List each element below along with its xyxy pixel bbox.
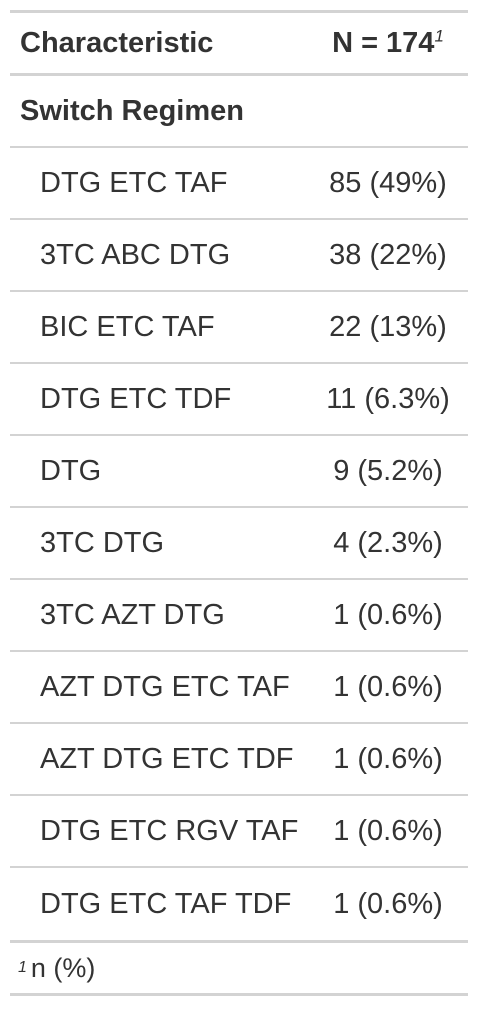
row-value: 1 (0.6%) [333, 887, 443, 920]
table-row: 3TC AZT DTG 1 (0.6%) [10, 580, 468, 652]
row-value: 1 (0.6%) [333, 670, 443, 703]
row-value: 38 (22%) [329, 238, 447, 271]
footnote-text: n (%) [30, 952, 96, 983]
table-row: DTG ETC RGV TAF 1 (0.6%) [10, 796, 468, 868]
table-row: DTG ETC TAF 85 (49%) [10, 148, 468, 220]
column-header-characteristic: Characteristic [20, 26, 214, 59]
table-row: BIC ETC TAF 22 (13%) [10, 292, 468, 364]
table-row: AZT DTG ETC TDF 1 (0.6%) [10, 724, 468, 796]
row-label: AZT DTG ETC TAF [40, 670, 290, 703]
row-value: 85 (49%) [329, 166, 447, 199]
row-value: 1 (0.6%) [333, 814, 443, 847]
table-row: DTG ETC TDF 11 (6.3%) [10, 364, 468, 436]
row-label: DTG ETC TAF [40, 166, 228, 199]
table-row: 3TC ABC DTG 38 (22%) [10, 220, 468, 292]
table-row: 3TC DTG 4 (2.3%) [10, 508, 468, 580]
table-row: DTG ETC TAF TDF 1 (0.6%) [10, 868, 468, 940]
table-row: DTG 9 (5.2%) [10, 436, 468, 508]
row-value: 1 (0.6%) [333, 598, 443, 631]
summary-table: Characteristic N = 1741 Switch Regimen D… [10, 10, 468, 996]
table-row: AZT DTG ETC TAF 1 (0.6%) [10, 652, 468, 724]
column-header-n-label: N = 174 [332, 26, 435, 59]
row-label: DTG ETC RGV TAF [40, 814, 299, 847]
group-row: Switch Regimen [10, 76, 468, 148]
column-header-n: N = 1741 [308, 27, 468, 60]
row-value: 11 (6.3%) [326, 382, 450, 415]
row-label: 3TC DTG [40, 526, 165, 559]
row-label: 3TC AZT DTG [40, 598, 225, 631]
group-label: Switch Regimen [20, 94, 244, 127]
footnote-marker: 1 [434, 25, 444, 45]
row-value: 22 (13%) [329, 310, 447, 343]
row-label: 3TC ABC DTG [40, 238, 231, 271]
row-label: BIC ETC TAF [40, 310, 215, 343]
table-top-rule [10, 10, 468, 13]
row-label: DTG [40, 454, 102, 487]
row-label: AZT DTG ETC TDF [40, 742, 294, 775]
row-value: 9 (5.2%) [333, 454, 443, 487]
row-value: 4 (2.3%) [333, 526, 443, 559]
row-label: DTG ETC TAF TDF [40, 887, 292, 920]
row-value: 1 (0.6%) [333, 742, 443, 775]
row-label: DTG ETC TDF [40, 382, 232, 415]
table-header-row: Characteristic N = 1741 [10, 13, 468, 76]
